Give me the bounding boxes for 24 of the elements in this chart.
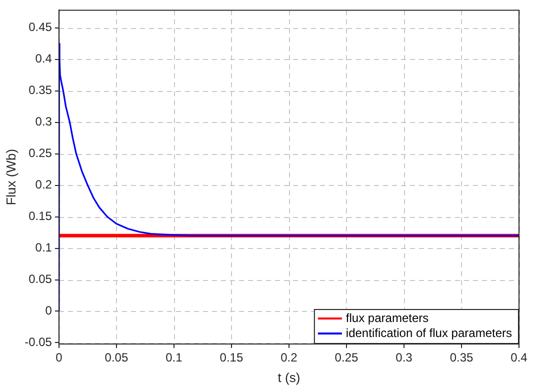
x-tick-label: 0.1 (166, 350, 183, 365)
x-tick-label: 0.15 (220, 350, 244, 365)
x-axis-title: t (s) (278, 370, 300, 385)
y-tick-label: 0.4 (35, 52, 52, 66)
y-tick-label: 0.1 (35, 240, 52, 255)
y-axis-title: Flux (Wb) (3, 148, 18, 206)
y-tick-label: 0.2 (35, 178, 52, 192)
x-tick-label: 0 (56, 350, 63, 365)
y-tick-label: -0.05 (24, 335, 52, 350)
y-tick-label: 0.45 (28, 20, 52, 34)
y-tick-label: 0.3 (35, 114, 52, 129)
x-tick-label: 0.35 (450, 350, 474, 365)
x-tick-label: 0.3 (396, 350, 413, 365)
legend-label: identification of flux parameters (346, 326, 512, 340)
x-tick-label: 0.4 (510, 350, 528, 365)
y-tick-label: 0.35 (28, 83, 52, 98)
y-tick-label: 0.15 (28, 209, 52, 224)
x-tick-label: 0.2 (280, 350, 298, 365)
y-tick-label: 0.25 (28, 146, 52, 160)
legend-label: flux parameters (346, 310, 429, 325)
x-tick-label: 0.05 (104, 350, 128, 365)
x-tick-label: 0.25 (334, 350, 358, 365)
y-tick-label: 0.05 (28, 272, 52, 286)
y-tick-label: 0 (45, 304, 52, 318)
